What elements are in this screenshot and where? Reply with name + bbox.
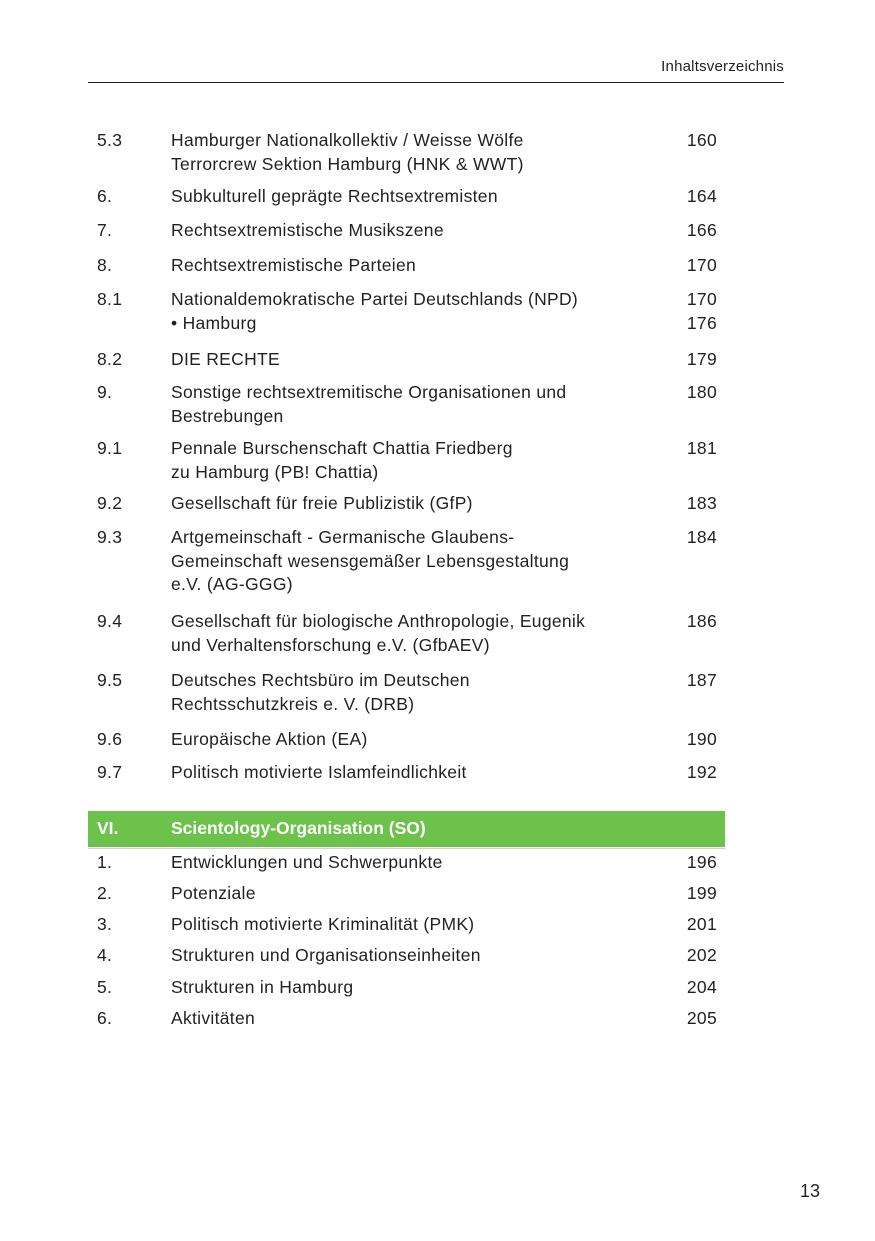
entry-page: 202 bbox=[686, 945, 717, 965]
section-number: VI. bbox=[97, 818, 119, 838]
entry-number: 3. bbox=[97, 914, 113, 934]
entry-page: 181 bbox=[686, 438, 717, 458]
entry-title: Subkulturell geprägte Rechtsextremisten bbox=[171, 186, 498, 206]
entry-title: Deutsches Rechtsbüro im Deutschen Rechts… bbox=[171, 670, 470, 714]
entry-title: Strukturen und Organisationseinheiten bbox=[171, 945, 481, 965]
entry-title: Entwicklungen und Schwerpunkte bbox=[171, 852, 443, 872]
entry-title: Rechtsextremistische Parteien bbox=[171, 255, 417, 275]
entry-title: Politisch motivierte Islamfeindlichkeit bbox=[171, 762, 467, 782]
entry-number: 9.3 bbox=[97, 527, 123, 547]
entry-page: 205 bbox=[686, 1008, 717, 1028]
entry-page: 184 bbox=[686, 527, 717, 547]
entry-title: DIE RECHTE bbox=[171, 349, 280, 369]
entry-number: 1. bbox=[97, 852, 113, 872]
entry-page: 201 bbox=[686, 914, 717, 934]
entry-title: Hamburger Nationalkollektiv / Weisse Wöl… bbox=[171, 130, 524, 174]
section-divider bbox=[88, 848, 725, 849]
entry-title: Sonstige rechtsextremitische Organisatio… bbox=[171, 382, 567, 426]
entry-number: 9.2 bbox=[97, 493, 123, 513]
entry-page: 186 bbox=[686, 611, 717, 631]
entry-page: 179 bbox=[686, 349, 717, 369]
entry-number: 8.1 bbox=[97, 289, 123, 309]
entry-page: 192 bbox=[686, 762, 717, 782]
entry-number: 9.6 bbox=[97, 729, 123, 749]
entry-page: 183 bbox=[686, 493, 717, 513]
entry-title: Nationaldemokratische Partei Deutschland… bbox=[171, 289, 579, 333]
entry-page: 187 bbox=[686, 670, 717, 690]
entry-number: 9.7 bbox=[97, 762, 123, 782]
entry-number: 5. bbox=[97, 977, 113, 997]
entry-title: Pennale Burschenschaft Chattia Friedberg… bbox=[171, 438, 513, 482]
entry-page: 164 bbox=[686, 186, 717, 206]
entry-number: 8.2 bbox=[97, 349, 123, 369]
entry-page: 166 bbox=[686, 220, 717, 240]
entry-number: 9. bbox=[97, 382, 113, 402]
entry-number: 6. bbox=[97, 186, 113, 206]
entry-number: 7. bbox=[97, 220, 113, 240]
entry-title: Rechtsextremistische Musikszene bbox=[171, 220, 444, 240]
entry-page: 190 bbox=[686, 729, 717, 749]
entry-number: 6. bbox=[97, 1008, 113, 1028]
entry-page: 196 bbox=[686, 852, 717, 872]
entry-title: Aktivitäten bbox=[171, 1008, 256, 1028]
entry-number: 5.3 bbox=[97, 130, 123, 150]
entry-page: 199 bbox=[686, 883, 717, 903]
page-number: 13 bbox=[799, 1181, 820, 1201]
entry-title: Strukturen in Hamburg bbox=[171, 977, 354, 997]
entry-title: Artgemeinschaft - Germanische Glaubens- … bbox=[171, 527, 570, 595]
entry-title: Potenziale bbox=[171, 883, 256, 903]
entry-title: Politisch motivierte Kriminalität (PMK) bbox=[171, 914, 475, 934]
entry-number: 9.5 bbox=[97, 670, 123, 690]
entry-page: 170 176 bbox=[686, 289, 717, 333]
entry-title: Gesellschaft für freie Publizistik (GfP) bbox=[171, 493, 473, 513]
entry-page: 170 bbox=[686, 255, 717, 275]
entry-page: 160 bbox=[686, 130, 717, 150]
entry-number: 9.4 bbox=[97, 611, 123, 631]
entry-title: Gesellschaft für biologische Anthropolog… bbox=[171, 611, 586, 655]
running-header: Inhaltsverzeichnis bbox=[661, 58, 784, 75]
entry-number: 2. bbox=[97, 883, 113, 903]
entry-number: 9.1 bbox=[97, 438, 123, 458]
entry-number: 8. bbox=[97, 255, 113, 275]
entry-page: 204 bbox=[686, 977, 717, 997]
section-title: Scientology-Organisation (SO) bbox=[171, 818, 426, 838]
entry-number: 4. bbox=[97, 945, 113, 965]
section-heading-band: VI. Scientology-Organisation (SO) bbox=[88, 811, 725, 847]
header-rule bbox=[88, 82, 784, 83]
entry-title: Europäische Aktion (EA) bbox=[171, 729, 368, 749]
entry-page: 180 bbox=[686, 382, 717, 402]
